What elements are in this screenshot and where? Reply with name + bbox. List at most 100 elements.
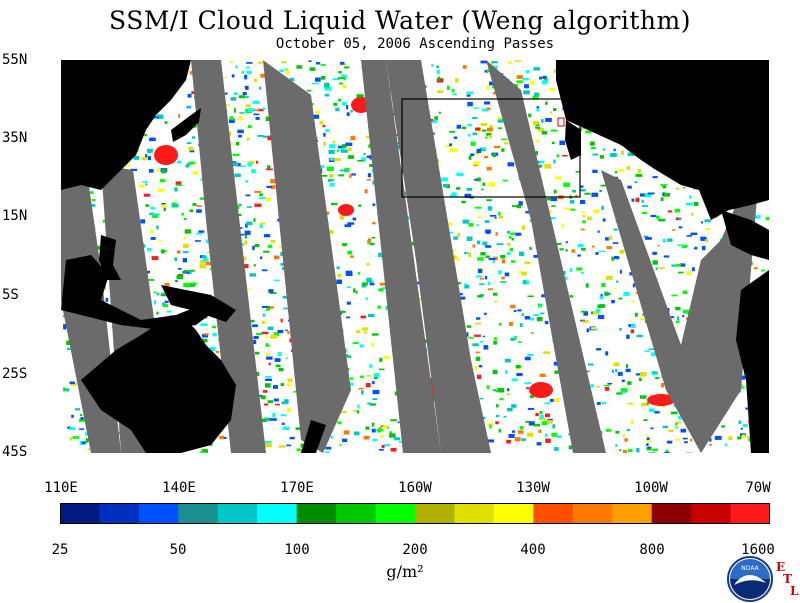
- cloud-cell: [347, 251, 352, 255]
- cloud-cell: [70, 382, 75, 385]
- cloud-cell: [671, 295, 677, 297]
- cloud-cell: [500, 281, 506, 283]
- cloud-cell: [559, 141, 565, 146]
- cloud-cell: [183, 244, 189, 248]
- cloud-cell: [338, 146, 342, 149]
- cloud-cell: [323, 142, 325, 146]
- cloud-cell: [571, 209, 575, 211]
- cloud-cell: [615, 444, 617, 446]
- cloud-cell: [643, 419, 647, 421]
- cloud-cell: [487, 231, 490, 234]
- cloud-cell: [649, 408, 655, 412]
- cloud-cell: [334, 158, 341, 161]
- cloud-cell: [659, 267, 665, 269]
- cloud-cell: [676, 425, 679, 427]
- cloud-cell: [212, 326, 216, 329]
- cloud-cell: [398, 422, 400, 424]
- cloud-cell: [527, 296, 533, 298]
- cloud-cell: [529, 247, 532, 250]
- cloud-cell: [511, 260, 515, 263]
- cloud-cell: [631, 329, 634, 333]
- cloud-cell: [188, 94, 192, 98]
- cloud-cell: [154, 292, 157, 294]
- cloud-cell: [263, 107, 266, 109]
- cloud-cell: [481, 123, 488, 126]
- cloud-cell: [601, 185, 607, 187]
- cloud-cell: [245, 180, 247, 183]
- cloud-cell: [278, 330, 284, 333]
- cloud-cell: [640, 193, 645, 196]
- cloud-cell: [468, 337, 473, 339]
- cloud-cell: [671, 265, 676, 267]
- cloud-cell: [336, 280, 342, 285]
- cloud-cell: [241, 166, 246, 168]
- cloud-cell: [656, 267, 658, 270]
- cloud-cell: [342, 243, 347, 246]
- cloud-cell: [671, 412, 678, 415]
- cloud-cell: [282, 401, 289, 404]
- cloud-cell: [578, 244, 584, 248]
- cloud-cell: [256, 117, 260, 120]
- cloud-cell: [547, 198, 551, 201]
- cloud-cell: [655, 377, 660, 379]
- cloud-cell: [437, 66, 439, 69]
- cloud-cell: [372, 222, 375, 224]
- cloud-cell: [658, 245, 660, 247]
- cloud-cell: [493, 293, 498, 296]
- cloud-cell: [464, 283, 466, 285]
- cloud-cell: [200, 451, 205, 453]
- cloud-cell: [603, 218, 606, 221]
- lat-label-45s: 45S: [2, 444, 58, 460]
- lat-label-55n: 55N: [2, 52, 58, 68]
- cloud-cell: [275, 358, 281, 362]
- cloud-cell: [598, 231, 600, 233]
- lat-label-15n: 15N: [2, 208, 58, 224]
- cloud-cell: [349, 174, 351, 178]
- cloud-cell: [383, 356, 390, 359]
- cloud-cell: [481, 189, 484, 191]
- cloud-cell: [484, 313, 487, 315]
- cloud-cell: [512, 430, 515, 432]
- cloud-cell: [551, 205, 555, 207]
- cloud-cell: [263, 390, 268, 393]
- cloud-cell: [604, 293, 610, 296]
- cloud-cell: [270, 306, 274, 309]
- cloud-cell: [538, 430, 541, 433]
- cloud-cell: [196, 209, 202, 213]
- cloud-cell: [165, 121, 168, 124]
- cloud-cell: [463, 220, 470, 224]
- cloud-cell: [439, 112, 441, 114]
- cloud-cell: [691, 213, 694, 216]
- cloud-cell: [496, 404, 499, 407]
- cloud-cell: [486, 199, 491, 201]
- cloud-cell: [310, 67, 316, 71]
- cloud-cell: [614, 256, 619, 259]
- cloud-cell: [325, 447, 331, 450]
- cloud-cell: [354, 432, 360, 436]
- cloud-cell: [477, 178, 481, 182]
- cloud-cell: [475, 128, 480, 131]
- cloud-cell: [507, 393, 510, 395]
- cloud-cell: [651, 215, 657, 217]
- cloud-cell: [692, 267, 695, 271]
- cloud-cell: [455, 258, 459, 260]
- cloud-cell: [287, 408, 291, 412]
- cloud-cell: [373, 390, 380, 394]
- cloud-cell: [183, 237, 186, 240]
- cloud-cell: [557, 435, 562, 438]
- cloud-cell: [476, 357, 481, 361]
- cloud-cell: [569, 446, 572, 450]
- cloud-cell: [248, 125, 252, 128]
- cloud-cell: [616, 392, 622, 394]
- cloud-cell: [636, 448, 639, 452]
- cloud-cell: [329, 150, 335, 154]
- cloud-cell: [705, 228, 710, 230]
- cloud-cell: [390, 431, 392, 433]
- cloud-cell: [592, 154, 598, 156]
- cloud-cell: [487, 167, 492, 171]
- cloud-cell: [342, 439, 347, 443]
- cloud-cell: [259, 87, 261, 90]
- cloud-cell: [249, 273, 256, 276]
- cloud-cell: [329, 144, 335, 148]
- cloud-cell: [627, 381, 631, 385]
